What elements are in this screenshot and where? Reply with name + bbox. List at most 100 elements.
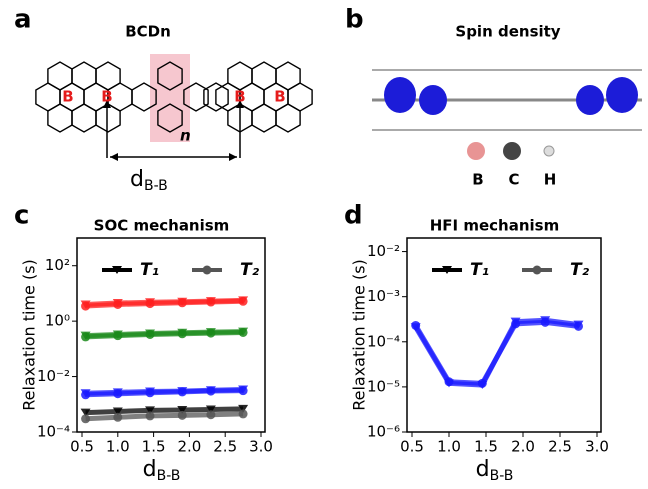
y-tick-label: 10⁻⁴ <box>367 332 400 350</box>
x-axis-label: dB-B <box>476 457 514 484</box>
marker <box>178 411 187 420</box>
x-axis-label-sub: B-B <box>490 468 514 484</box>
x-tick-label: 2.5 <box>213 438 237 456</box>
y-tick-label: 10⁻² <box>367 242 400 260</box>
x-axis-label-main: d <box>476 457 490 482</box>
legend-label: T₂ <box>240 260 260 280</box>
marker <box>533 266 542 275</box>
marker <box>239 409 248 418</box>
distance-main: d <box>130 167 144 192</box>
ring <box>72 104 96 132</box>
legend-label: T₁ <box>470 260 489 280</box>
distance-sub: B-B <box>144 178 168 194</box>
panel-label: a <box>14 5 32 35</box>
marker <box>146 299 155 308</box>
marker <box>541 318 550 327</box>
y-axis-label: Relaxation time (s) <box>20 259 39 411</box>
x-tick-label: 0.5 <box>70 438 94 456</box>
boron-label: B <box>101 88 112 106</box>
y-tick-label: 10⁻⁵ <box>367 377 400 395</box>
x-tick-label: 2.5 <box>548 438 572 456</box>
x-tick-label: 3.0 <box>585 438 609 456</box>
x-tick-label: 0.5 <box>400 438 424 456</box>
legend-label: T₂ <box>570 260 590 280</box>
x-tick-label: 1.0 <box>437 438 461 456</box>
atom-b <box>467 142 485 160</box>
x-axis-label-main: d <box>143 457 157 482</box>
marker <box>206 387 215 396</box>
marker <box>113 389 122 398</box>
marker <box>239 328 248 337</box>
atom-label: H <box>544 171 557 189</box>
marker <box>81 302 90 311</box>
y-tick-label: 10⁻² <box>37 367 70 385</box>
chart-title: SOC mechanism <box>94 217 230 235</box>
x-axis-label: dB-B <box>143 457 181 484</box>
x-tick-label: 1.5 <box>142 438 166 456</box>
marker <box>203 266 212 275</box>
panel-label: c <box>14 201 29 231</box>
marker <box>81 390 90 399</box>
marker <box>113 300 122 309</box>
x-tick-label: 2.0 <box>177 438 201 456</box>
series-line <box>86 414 244 419</box>
spin-lobe <box>384 77 416 113</box>
repeat-label: n <box>180 127 191 145</box>
marker <box>239 386 248 395</box>
x-axis-label-sub: B-B <box>157 468 181 484</box>
marker <box>445 377 454 386</box>
panel-title: BCDn <box>125 23 171 41</box>
y-tick-label: 10⁻⁶ <box>367 423 400 441</box>
atom-label: C <box>508 171 519 189</box>
marker <box>146 411 155 420</box>
marker <box>206 298 215 307</box>
legend-label: T₁ <box>140 260 159 280</box>
marker <box>113 413 122 422</box>
panel-label: b <box>345 5 364 35</box>
y-tick-label: 10⁻³ <box>367 287 400 305</box>
panel-label: d <box>344 201 363 231</box>
boron-label: B <box>274 88 285 106</box>
marker <box>146 388 155 397</box>
figure: a BCDn B B B B n dB-B b Spin density B C… <box>0 0 648 489</box>
chart-title: HFI mechanism <box>430 217 559 235</box>
ring <box>276 104 300 132</box>
y-tick-label: 10⁻⁴ <box>37 423 70 441</box>
x-tick-label: 2.0 <box>511 438 535 456</box>
marker <box>146 330 155 339</box>
ring <box>48 104 72 132</box>
spin-lobe <box>576 85 604 115</box>
x-tick-label: 1.5 <box>474 438 498 456</box>
marker <box>574 322 583 331</box>
distance-label: dB-B <box>130 167 168 194</box>
panel-title: Spin density <box>455 23 560 41</box>
y-tick-label: 10⁰ <box>45 312 70 330</box>
marker <box>178 387 187 396</box>
spin-lobe <box>606 77 638 113</box>
spin-lobe <box>419 85 447 115</box>
ring <box>252 104 276 132</box>
y-tick-label: 10² <box>45 256 70 274</box>
marker <box>239 297 248 306</box>
marker <box>478 379 487 388</box>
atom-h <box>544 146 554 156</box>
atom-c <box>503 142 521 160</box>
boron-label: B <box>234 88 245 106</box>
boron-label: B <box>62 88 73 106</box>
marker <box>411 321 420 330</box>
atom-label: B <box>472 171 483 189</box>
marker <box>81 332 90 341</box>
marker <box>81 414 90 423</box>
marker <box>178 329 187 338</box>
x-tick-label: 1.0 <box>106 438 130 456</box>
ring <box>96 104 120 132</box>
marker <box>206 410 215 419</box>
y-axis-label: Relaxation time (s) <box>350 259 369 411</box>
marker <box>178 298 187 307</box>
molecule-drawings <box>36 54 642 161</box>
marker <box>113 331 122 340</box>
marker <box>511 319 520 328</box>
series-line <box>416 322 579 383</box>
x-tick-label: 3.0 <box>249 438 273 456</box>
marker <box>206 329 215 338</box>
